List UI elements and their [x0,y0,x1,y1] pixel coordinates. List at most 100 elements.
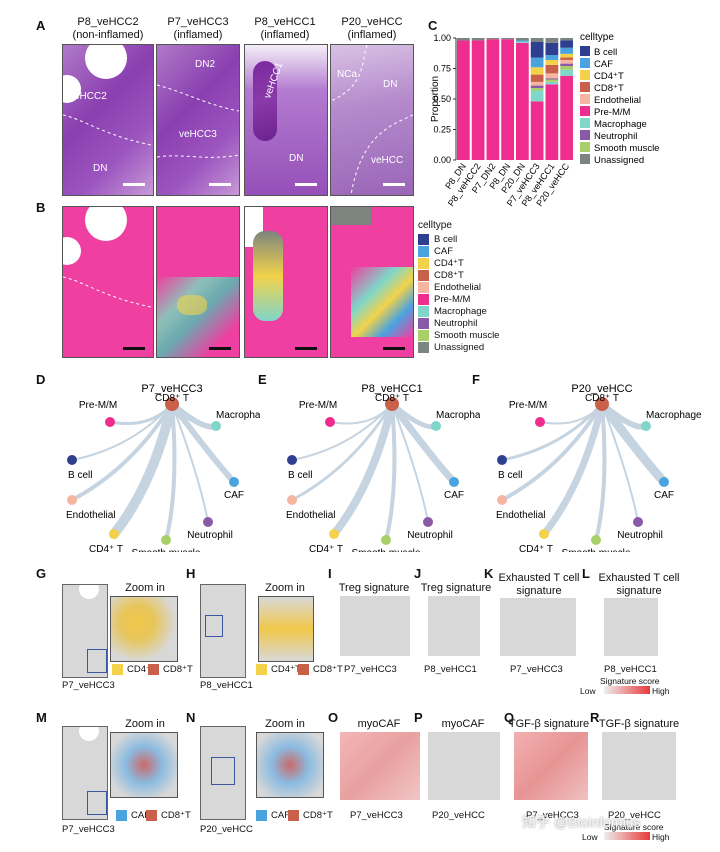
bar-segment-unassigned [530,38,544,42]
legend-label: CAF [434,245,453,257]
bar-segment-endothelial [560,59,573,64]
g-overview-tile [62,584,108,678]
l-tile [604,598,658,656]
network-p7-vehcc3: P7_veHCC3 Pre-M/M Macrophage B cell CAF Endot… [66,383,260,552]
bar-segment-caf [560,47,573,54]
legend-label: Neutrophil [434,317,478,329]
bar-segment-pre-m-m [471,40,485,160]
hub-label: CD8⁺ T [375,393,409,404]
g-zoom-tile [110,596,178,662]
panel-label-D: D [36,372,46,387]
node-endothelial [67,495,77,505]
node-label-cd4: CD4⁺ T [309,544,343,552]
node-label-neutrophil: Neutrophil [187,530,233,541]
node-label-macrophage: Macrophage [646,410,702,421]
node-label-endothelial: Endothelial [286,510,335,521]
legend-swatch [418,245,429,257]
bar-segment-unassigned [486,38,500,40]
y-tick-label: 0.75 [433,64,451,74]
panel-label-N: N [186,710,196,725]
q-title: TGF-β signature [508,718,590,730]
he-tile-p20-vehcc: NCa DN veHCC [330,44,414,196]
panel-label-A: A [36,18,46,33]
bar-segment-caf [516,40,529,42]
he-tile-p8-vehcc1: veHCC1 DN [244,44,328,196]
signature-score-colorbar [604,686,650,694]
legend-label: CD8⁺T [434,269,464,281]
bar-segment-caf [545,55,559,60]
legend-label: B cell [434,233,458,245]
node-premm [535,417,545,427]
node-neutrophil [203,517,213,527]
chart-legend-swatch [580,46,590,56]
n-caption: P20_veHCC [200,824,253,835]
he-tile-p7-vehcc3: DN2 veHCC3 [156,44,240,196]
legend-swatch [418,293,429,305]
celltype-tile-2 [156,206,240,358]
signature-score-label: Signature score [600,676,660,686]
legend-swatch [418,329,429,341]
edge-caf [169,401,237,485]
hub-label: CD8⁺ T [585,393,619,404]
node-label-premm: Pre-M/M [79,400,117,411]
node-label-macrophage: Macrophage [436,410,480,421]
node-bcell [497,455,507,465]
panel-label-F: F [472,372,480,387]
node-label-smooth: Smooth muscle [562,548,631,552]
edge-bcell [500,402,604,462]
bar-segment-macrophage [545,81,559,85]
k-caption: P7_veHCC3 [510,664,563,675]
node-macrophage [641,421,651,431]
bar-segment-macrophage [560,69,573,76]
node-endothelial [287,495,297,505]
y-tick-label: 1.00 [433,33,451,43]
chart-legend-swatch [580,94,590,104]
node-macrophage [211,421,221,431]
bar-segment-cd--t [530,74,544,82]
chart-legend-label: Smooth muscle [594,143,659,154]
legend-swatch [418,341,429,353]
node-bcell [287,455,297,465]
legend-item-0: B cell [418,233,499,245]
edge-caf [597,399,669,487]
bar-segment-pre-m-m [501,39,514,160]
node-cd4 [539,529,549,539]
network-title: P8_veHCC1 [361,383,422,395]
legend-label: Macrophage [434,305,487,317]
panel-label-R: R [590,710,600,725]
hub-label: CD8⁺ T [155,393,189,404]
q-tile [514,732,588,800]
legend-item-1: CAF [418,245,499,257]
bar-segment-pre-m-m [530,101,544,160]
i-title: Treg signature [338,582,410,594]
j-caption: P8_veHCC1 [424,664,477,675]
network-title: P7_veHCC3 [141,383,202,395]
node-label-premm: Pre-M/M [299,400,337,411]
chart-legend-swatch [580,118,590,128]
i-caption: P7_veHCC3 [344,664,397,675]
bar-segment-smooth-muscle [560,66,573,70]
l-title: Exhausted T cell signature [598,572,680,597]
bar-segment-endothelial [545,73,559,79]
y-tick-label: 0.25 [433,125,451,135]
k-tile [500,598,576,656]
chart-legend-swatch [580,82,590,92]
q-caption: P7_veHCC3 [526,810,579,821]
node-label-cd4: CD4⁺ T [519,544,553,552]
he-tile-p8-vehcc2: veHCC2 DN [62,44,154,196]
legend-swatch [418,269,429,281]
bar-segment-b-cell [545,42,559,56]
o-caption: P7_veHCC3 [350,810,403,821]
edge-smooth [164,402,177,542]
bar-segment-unassigned [516,38,529,41]
y-tick-label: 0.00 [433,155,451,165]
legend-item-2: CD4⁺T [418,257,499,269]
node-cd8-hub [385,397,399,411]
node-label-neutrophil: Neutrophil [407,530,453,541]
bar-segment-unassigned [545,38,559,43]
legend-swatch [418,281,429,293]
bar-segment-cd--t [530,67,544,75]
network-title: P20_veHCC [571,383,632,395]
legend-label: Endothelial [434,281,482,293]
panel-label-J: J [414,566,422,581]
